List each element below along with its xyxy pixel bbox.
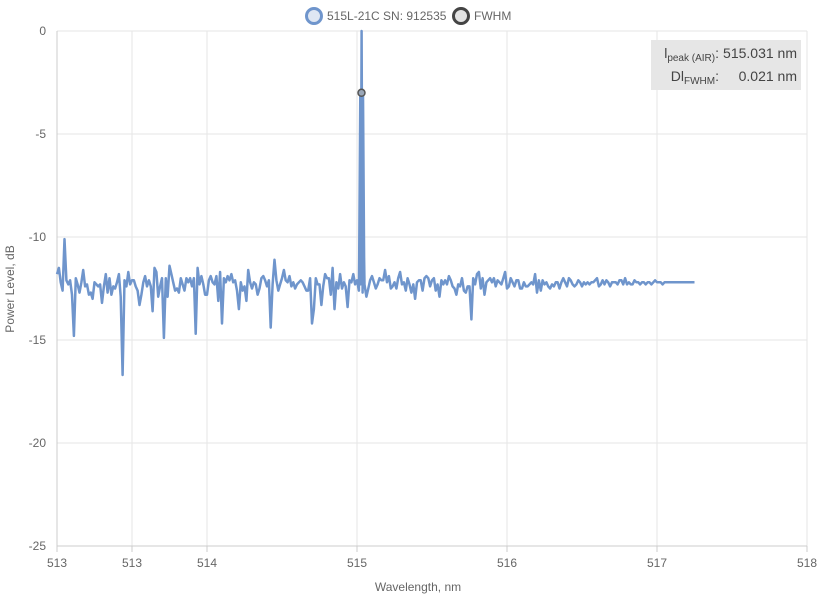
x-tick-label: 516 — [497, 556, 517, 570]
fwhm-value: 0.021 nm — [738, 68, 797, 84]
y-axis-title: Power Level, dB — [3, 245, 17, 332]
peak-wavelength-key: lpeak (AIR): — [664, 45, 719, 64]
x-tick-label: 514 — [197, 556, 217, 570]
x-tick-label: 515 — [347, 556, 367, 570]
x-tick-label: 517 — [647, 556, 667, 570]
y-tick-label: -5 — [35, 127, 46, 141]
peak-key-main: l — [664, 45, 668, 61]
fwhm-key-sub: FWHM — [684, 76, 716, 87]
legend-fwhm-marker-icon — [452, 7, 470, 25]
legend-series-label: 515L-21C SN: 912535 — [327, 9, 447, 23]
x-tick-labels: 513 513 514 515 516 517 518 — [47, 556, 817, 570]
legend: 515L-21C SN: 912535 FWHM — [305, 7, 512, 25]
x-tick-label: 513 — [47, 556, 67, 570]
peak-wavelength-value: 515.031 nm — [723, 45, 797, 61]
y-tick-labels: 0 -5 -10 -15 -20 -25 — [29, 24, 47, 553]
legend-series-marker-icon — [305, 7, 323, 25]
x-axis-title: Wavelength, nm — [375, 580, 461, 594]
y-tick-label: 0 — [39, 24, 46, 38]
y-tick-label: -10 — [29, 230, 47, 244]
y-tick-label: -25 — [29, 539, 47, 553]
grid-lines — [56, 30, 808, 547]
x-tick-label: 513 — [122, 556, 142, 570]
x-tick-label: 518 — [797, 556, 817, 570]
legend-item-fwhm[interactable]: FWHM — [452, 7, 512, 25]
peak-info-box: lpeak (AIR): 515.031 nm DlFWHM: 0.021 nm — [651, 40, 801, 90]
fwhm-key-main: Dl — [670, 68, 684, 84]
legend-fwhm-label: FWHM — [474, 9, 511, 23]
y-tick-label: -15 — [29, 333, 47, 347]
fwhm-row: DlFWHM: 0.021 nm — [651, 68, 801, 90]
series-line — [55, 29, 695, 377]
peak-key-sub: peak (AIR) — [667, 53, 716, 64]
axes — [56, 31, 808, 552]
legend-item-series[interactable]: 515L-21C SN: 912535 — [305, 7, 447, 25]
fwhm-point — [357, 88, 366, 98]
peak-wavelength-row: lpeak (AIR): 515.031 nm — [651, 45, 801, 67]
fwhm-key: DlFWHM: — [670, 68, 719, 87]
y-tick-label: -20 — [29, 436, 47, 450]
